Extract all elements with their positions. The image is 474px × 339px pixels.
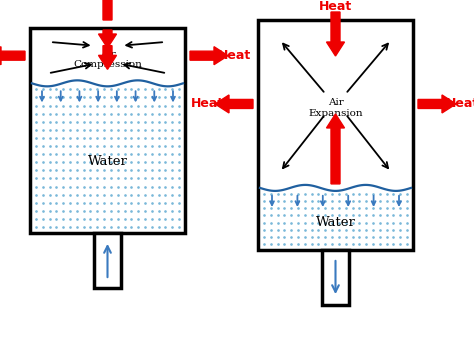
Text: Air
Expansion: Air Expansion	[308, 98, 363, 118]
Text: Heat: Heat	[447, 97, 474, 111]
Bar	[258, 20, 413, 250]
FancyArrow shape	[215, 95, 253, 113]
FancyArrow shape	[327, 12, 345, 56]
Text: Heat: Heat	[319, 0, 352, 13]
FancyArrow shape	[0, 47, 25, 65]
Text: Heat: Heat	[191, 97, 225, 111]
Text: Air
Compression: Air Compression	[73, 50, 142, 69]
FancyArrow shape	[99, 30, 117, 48]
FancyArrow shape	[418, 95, 456, 113]
Text: Heat: Heat	[219, 49, 252, 62]
FancyArrow shape	[327, 114, 345, 184]
Bar	[321, 250, 349, 305]
Bar	[30, 28, 185, 233]
Bar	[93, 233, 121, 288]
FancyArrow shape	[99, 0, 117, 20]
Text: Water: Water	[316, 216, 356, 230]
Text: Water: Water	[88, 155, 128, 168]
FancyArrow shape	[190, 47, 228, 65]
FancyArrow shape	[99, 46, 117, 69]
